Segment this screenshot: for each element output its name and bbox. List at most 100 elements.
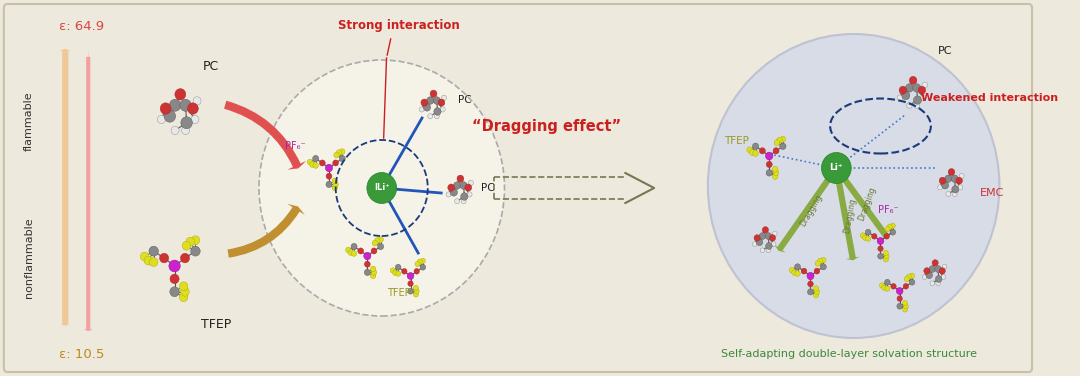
- Text: Dragging: Dragging: [842, 197, 858, 234]
- Circle shape: [438, 99, 445, 106]
- Circle shape: [457, 175, 463, 182]
- Circle shape: [390, 268, 395, 273]
- Circle shape: [890, 223, 895, 229]
- Circle shape: [879, 283, 885, 288]
- Circle shape: [885, 253, 889, 259]
- Circle shape: [421, 99, 428, 106]
- Circle shape: [372, 270, 377, 275]
- Circle shape: [180, 253, 190, 263]
- Circle shape: [753, 143, 758, 150]
- Circle shape: [183, 241, 191, 250]
- Circle shape: [334, 152, 339, 158]
- Circle shape: [415, 261, 420, 267]
- Circle shape: [160, 253, 168, 263]
- Circle shape: [179, 99, 191, 111]
- Circle shape: [772, 231, 778, 236]
- Circle shape: [900, 86, 907, 94]
- Circle shape: [906, 274, 912, 279]
- Text: ε: 10.5: ε: 10.5: [58, 347, 104, 361]
- Circle shape: [179, 282, 188, 291]
- Text: Self-adapting double-layer solvation structure: Self-adapting double-layer solvation str…: [720, 349, 976, 359]
- Text: Dragging: Dragging: [858, 186, 878, 222]
- Circle shape: [883, 233, 889, 239]
- Circle shape: [461, 193, 468, 200]
- Circle shape: [378, 243, 383, 250]
- Circle shape: [313, 155, 319, 162]
- Circle shape: [885, 279, 890, 285]
- Text: PF₆⁻: PF₆⁻: [878, 205, 899, 215]
- Circle shape: [897, 296, 903, 302]
- Circle shape: [813, 293, 819, 298]
- Circle shape: [193, 97, 201, 105]
- Circle shape: [336, 150, 341, 155]
- Circle shape: [883, 257, 889, 262]
- Circle shape: [951, 175, 958, 182]
- Circle shape: [370, 273, 376, 279]
- Circle shape: [414, 285, 418, 291]
- Circle shape: [408, 281, 414, 287]
- Circle shape: [351, 243, 357, 250]
- Circle shape: [259, 60, 504, 316]
- Circle shape: [891, 284, 896, 289]
- Circle shape: [808, 281, 813, 287]
- Circle shape: [460, 182, 468, 189]
- Circle shape: [423, 104, 431, 111]
- Circle shape: [395, 264, 401, 270]
- Circle shape: [759, 233, 766, 240]
- Circle shape: [313, 163, 319, 168]
- Text: EMC: EMC: [981, 188, 1004, 198]
- Circle shape: [821, 257, 826, 263]
- Circle shape: [760, 248, 765, 253]
- Circle shape: [339, 149, 345, 155]
- Circle shape: [903, 300, 907, 306]
- Circle shape: [753, 242, 757, 246]
- Circle shape: [909, 76, 917, 84]
- Circle shape: [861, 233, 865, 238]
- Circle shape: [863, 235, 867, 240]
- Circle shape: [762, 227, 769, 233]
- Circle shape: [885, 226, 890, 232]
- Circle shape: [164, 110, 176, 122]
- Circle shape: [180, 117, 192, 129]
- Text: PF₆⁻: PF₆⁻: [285, 141, 306, 151]
- Circle shape: [180, 287, 189, 296]
- Circle shape: [888, 224, 892, 229]
- Circle shape: [414, 268, 419, 274]
- Circle shape: [959, 173, 964, 179]
- Circle shape: [766, 152, 773, 160]
- Circle shape: [937, 185, 943, 190]
- Circle shape: [896, 303, 903, 309]
- Circle shape: [332, 178, 337, 184]
- Circle shape: [441, 107, 445, 112]
- Circle shape: [191, 115, 199, 124]
- Circle shape: [932, 260, 939, 266]
- Circle shape: [357, 248, 364, 254]
- Circle shape: [903, 284, 908, 289]
- Text: ε: 64.9: ε: 64.9: [59, 20, 104, 32]
- Circle shape: [320, 160, 325, 166]
- Circle shape: [958, 185, 963, 190]
- Circle shape: [795, 264, 800, 270]
- Circle shape: [765, 233, 771, 240]
- Circle shape: [170, 274, 179, 284]
- Circle shape: [191, 236, 200, 245]
- Circle shape: [920, 95, 926, 101]
- Text: TFEP: TFEP: [388, 288, 410, 298]
- Circle shape: [772, 173, 778, 179]
- Circle shape: [175, 89, 186, 100]
- Circle shape: [351, 251, 356, 256]
- Text: Strong interaction: Strong interaction: [338, 20, 460, 32]
- Circle shape: [936, 281, 941, 286]
- Circle shape: [179, 293, 188, 302]
- Circle shape: [872, 233, 877, 239]
- Circle shape: [144, 256, 152, 265]
- Text: Li⁺: Li⁺: [829, 164, 843, 173]
- Text: flammable: flammable: [24, 91, 33, 151]
- Circle shape: [756, 239, 762, 246]
- Circle shape: [467, 192, 472, 197]
- Circle shape: [461, 199, 467, 204]
- Circle shape: [909, 279, 915, 285]
- Text: PC: PC: [482, 183, 495, 193]
- Circle shape: [417, 259, 422, 264]
- Circle shape: [395, 271, 401, 276]
